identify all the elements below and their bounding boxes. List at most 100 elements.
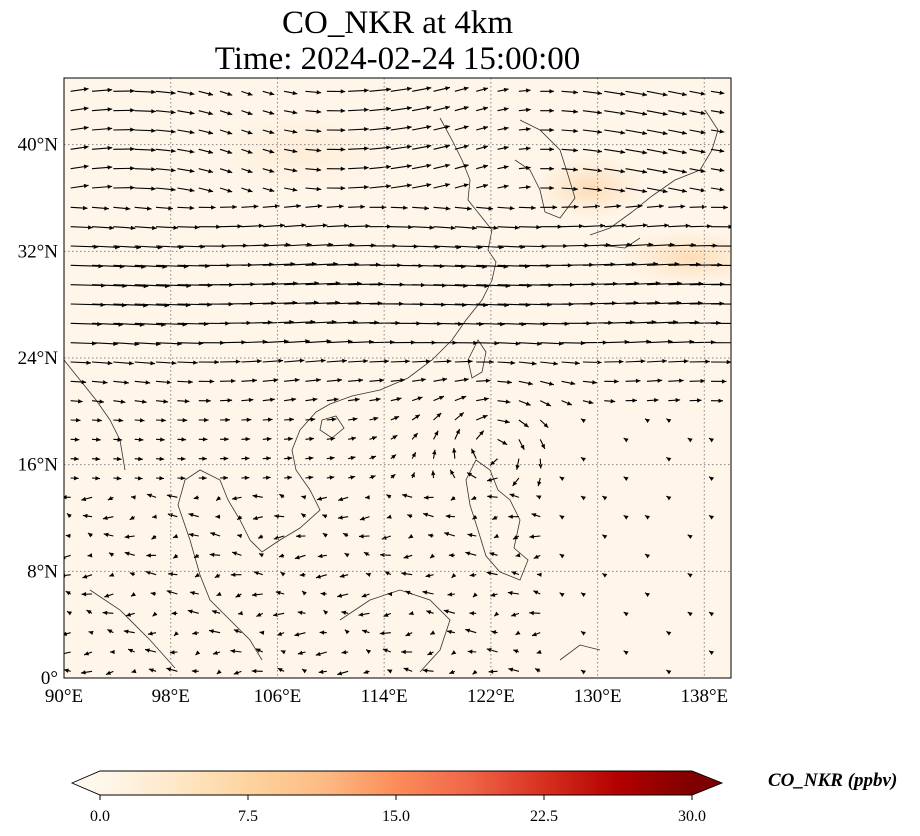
wind-vector-head <box>131 495 136 500</box>
wind-vector-head <box>681 169 687 174</box>
wind-vector-head <box>386 106 391 112</box>
wind-vector <box>91 322 124 326</box>
wind-vector-head <box>287 475 292 480</box>
wind-vector <box>284 263 317 266</box>
wind-vector-head <box>269 129 275 135</box>
wind-vector-head <box>266 436 272 442</box>
wind-vector-head <box>151 89 156 95</box>
wind-vector-head <box>426 105 432 110</box>
wind-vector-head <box>277 668 283 673</box>
wind-vector-head <box>709 515 714 520</box>
wind-vector-head <box>467 472 473 477</box>
wind-vector-head <box>531 632 537 637</box>
wind-vector-head <box>505 399 511 404</box>
wind-vector-head <box>463 377 469 382</box>
wind-vector-head <box>188 379 193 385</box>
wind-vector-head <box>166 667 172 672</box>
wind-vector-head <box>463 164 469 169</box>
wind-vector-head <box>687 573 693 578</box>
wind-vector <box>625 282 661 286</box>
wind-vector-head <box>130 88 135 94</box>
wind-vector-head <box>392 435 398 440</box>
wind-vector-head <box>525 88 531 93</box>
wind-vector-head <box>709 476 714 482</box>
wind-vector-head <box>87 532 93 538</box>
wind-vector-head <box>301 495 307 500</box>
wind-vector-head <box>421 377 426 383</box>
coastlines <box>64 109 719 673</box>
wind-vector-head <box>463 183 469 188</box>
wind-vector-head <box>463 86 469 91</box>
wind-vector-head <box>244 475 250 480</box>
wind-vector <box>582 244 611 247</box>
wind-vector-head <box>681 111 687 116</box>
wind-vector-head <box>312 397 318 402</box>
wind-vector-head <box>450 469 455 475</box>
wind-vector-head <box>294 555 300 560</box>
wind-vector-head <box>642 130 648 136</box>
wind-vector-head <box>580 670 586 675</box>
wind-vector-head <box>408 610 414 616</box>
wind-vector-head <box>292 148 298 154</box>
wind-vector-head <box>247 168 253 174</box>
wind-vector-head <box>414 414 420 420</box>
wind-vector-head <box>504 419 510 424</box>
wind-vector-head <box>270 397 275 402</box>
wind-vector-head <box>448 553 454 558</box>
wind-vector-head <box>365 495 370 500</box>
wind-vector-head <box>525 107 531 113</box>
wind-vector-head <box>358 378 364 383</box>
wind-vector-head <box>316 128 322 134</box>
wind-vector-head <box>151 534 157 540</box>
wind-vector-head <box>216 591 222 596</box>
wind-vector-head <box>145 648 150 653</box>
wind-vector-head <box>301 223 307 228</box>
wind-vector-head <box>461 395 467 400</box>
wind-vector-head <box>216 669 222 675</box>
wind-vector-head <box>170 148 176 154</box>
wind-vector-head <box>653 398 659 403</box>
wind-vector-head <box>247 149 253 154</box>
wind-vector-head <box>124 380 129 385</box>
wind-vector-head <box>317 553 323 559</box>
wind-vector-head <box>721 379 727 384</box>
wind-vector-head <box>64 495 67 500</box>
x-tick-label: 98°E <box>152 686 190 707</box>
wind-vector-head <box>533 590 539 595</box>
wind-vector-head <box>536 572 542 577</box>
wind-vector-head <box>443 609 449 614</box>
wind-vector-head <box>662 130 668 136</box>
wind-vector-head <box>573 167 578 172</box>
wind-vector-head <box>86 610 92 615</box>
wind-vector-head <box>446 359 452 364</box>
wind-vector-head <box>146 206 152 211</box>
wind-vector-head <box>394 416 400 421</box>
wind-vector-head <box>666 670 672 675</box>
wind-vector-head <box>525 146 531 151</box>
wind-vector-head <box>525 401 531 406</box>
wind-vector-head <box>620 130 626 135</box>
wind-vector-head <box>340 166 346 171</box>
wind-vector-head <box>363 552 369 557</box>
wind-vector <box>177 264 210 267</box>
wind-vector <box>284 321 316 324</box>
wind-vector-head <box>458 412 464 418</box>
wind-vector-head <box>515 630 521 635</box>
wind-vector-head <box>364 127 369 132</box>
wind-vector-head <box>215 514 221 519</box>
wind-vector-head <box>151 128 156 133</box>
wind-vector-head <box>467 359 473 364</box>
wind-vector <box>113 284 149 287</box>
wind-vector <box>156 303 191 306</box>
wind-vector-head <box>422 668 428 673</box>
wind-vector-head <box>471 495 477 500</box>
map-panel: 90°E 98°E 106°E 114°E 122°E 130°E 138°E 0° 8°N 16… <box>18 77 732 707</box>
wind-vector-head <box>84 651 90 656</box>
wind-vector <box>625 321 657 324</box>
coastline-sumatra <box>89 589 176 669</box>
wind-vector-head <box>597 148 602 154</box>
wind-vector-head <box>151 167 156 172</box>
wind-vector <box>646 263 680 266</box>
wind-vector-head <box>709 612 714 617</box>
wind-vector-head <box>620 111 626 116</box>
